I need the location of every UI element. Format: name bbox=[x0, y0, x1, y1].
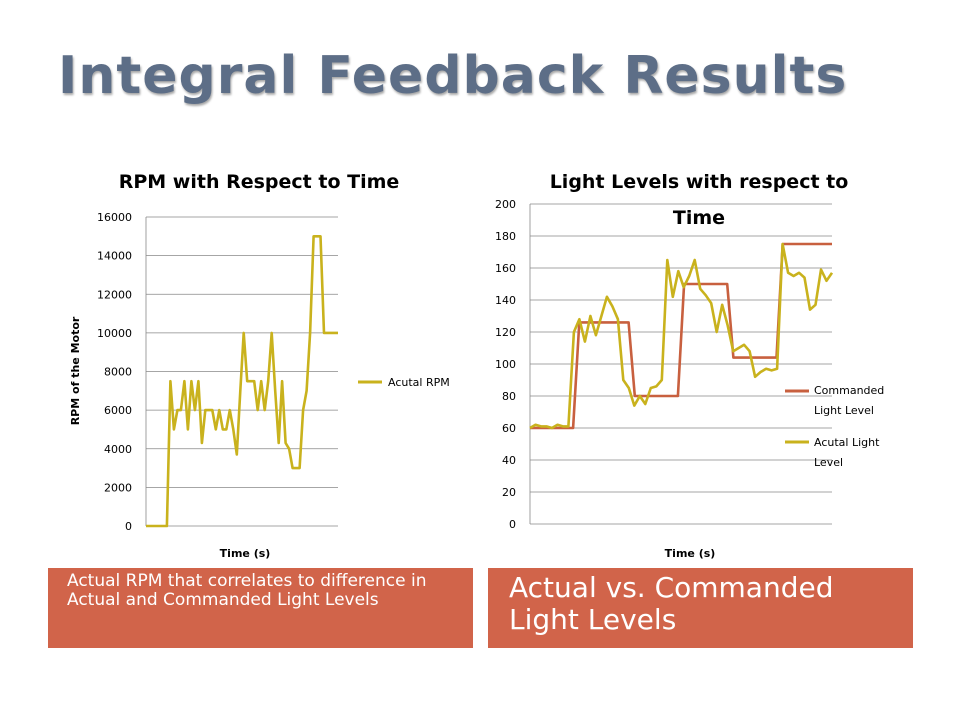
light-y-tick-label: 40 bbox=[502, 454, 516, 467]
rpm-y-tick-label: 0 bbox=[125, 520, 132, 533]
actual-legend-label-line1: Acutal Light bbox=[814, 436, 880, 449]
commanded-legend-label-line1: Commanded bbox=[814, 384, 884, 397]
light-y-tick-label: 200 bbox=[495, 198, 516, 211]
rpm-x-axis-label: Time (s) bbox=[220, 547, 271, 560]
rpm-y-ticks: 0 2000 4000 6000 8000 10000 12000 14000 16000 bbox=[97, 211, 132, 533]
light-y-tick-label: 80 bbox=[502, 390, 516, 403]
rpm-gridlines bbox=[145, 216, 338, 527]
light-chart-title-line1: Light Levels with respect to bbox=[550, 171, 849, 193]
caption-right: Actual vs. Commanded Light Levels bbox=[488, 568, 913, 648]
light-y-tick-label: 140 bbox=[495, 294, 516, 307]
light-y-tick-label: 120 bbox=[495, 326, 516, 339]
light-x-axis-label: Time (s) bbox=[665, 547, 716, 560]
rpm-y-tick-label: 10000 bbox=[97, 327, 132, 340]
light-chart-title-line2: Time bbox=[673, 207, 725, 229]
commanded-legend-label-line2: Light Level bbox=[814, 404, 874, 417]
light-gridlines bbox=[529, 203, 832, 525]
rpm-y-tick-label: 12000 bbox=[97, 288, 132, 301]
rpm-series-line bbox=[146, 235, 338, 528]
light-y-tick-label: 0 bbox=[509, 518, 516, 531]
caption-left: Actual RPM that correlates to difference… bbox=[48, 568, 473, 648]
rpm-y-axis-label: RPM of the Motor bbox=[69, 316, 82, 425]
rpm-y-tick-label: 8000 bbox=[104, 366, 132, 379]
slide-title: Integral Feedback Results bbox=[58, 46, 848, 106]
actual-legend-label-line2: Level bbox=[814, 456, 843, 469]
rpm-chart: RPM with Respect to Time 0 2000 4000 6000 80… bbox=[69, 171, 450, 560]
light-chart: Light Levels with respect to Time 0 20 40 6… bbox=[495, 171, 884, 560]
actual-light-series-line bbox=[529, 242, 834, 430]
rpm-y-tick-label: 6000 bbox=[104, 404, 132, 417]
light-y-tick-label: 60 bbox=[502, 422, 516, 435]
rpm-y-tick-label: 4000 bbox=[104, 443, 132, 456]
light-y-tick-label: 180 bbox=[495, 230, 516, 243]
light-y-ticks: 0 20 40 60 80 100 120 140 160 180 200 bbox=[495, 198, 516, 531]
rpm-legend-label: Acutal RPM bbox=[388, 376, 450, 389]
rpm-chart-title: RPM with Respect to Time bbox=[119, 171, 400, 193]
light-y-tick-label: 160 bbox=[495, 262, 516, 275]
light-y-tick-label: 100 bbox=[495, 358, 516, 371]
rpm-y-tick-label: 2000 bbox=[104, 481, 132, 494]
light-y-tick-label: 20 bbox=[502, 486, 516, 499]
rpm-y-tick-label: 14000 bbox=[97, 250, 132, 263]
rpm-y-tick-label: 16000 bbox=[97, 211, 132, 224]
